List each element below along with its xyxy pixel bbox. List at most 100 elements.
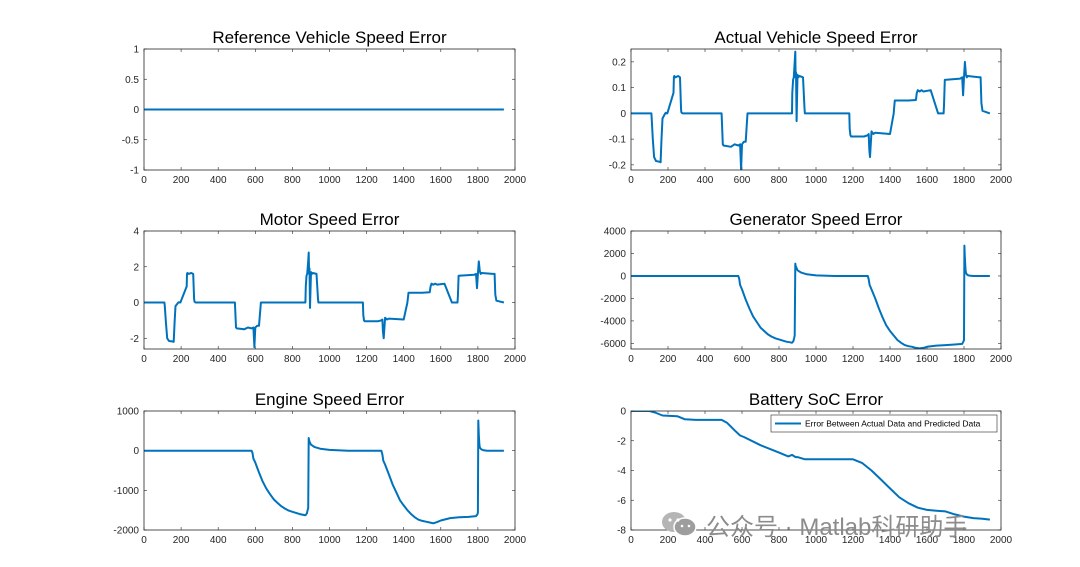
plot-area (631, 231, 1001, 349)
subplot-1: Reference Vehicle Speed Error 0 200 400 600 8… (122, 28, 527, 186)
y-tick-label: -0.2 (609, 160, 627, 171)
x-tick-label: 200 (660, 535, 677, 546)
series-line (631, 50, 991, 170)
x-tick-label: 1400 (879, 535, 902, 546)
x-tick-label: 800 (284, 175, 301, 186)
y-tick-label: 4 (133, 227, 139, 238)
x-tick-label: 1600 (430, 535, 453, 546)
x-tick-label: 2000 (504, 535, 527, 546)
y-tick-label: 4000 (604, 227, 627, 238)
x-tick-label: 400 (210, 175, 227, 186)
x-tick-label: 0 (141, 354, 147, 365)
y-tick-label: -2000 (113, 526, 139, 537)
wechat-icon (662, 512, 697, 537)
x-tick-label: 1200 (842, 354, 865, 365)
x-tick-label: 1400 (393, 354, 416, 365)
x-tick-label: 1800 (953, 535, 976, 546)
x-tick-label: 800 (771, 175, 788, 186)
x-tick-label: 1800 (467, 535, 490, 546)
series-line (631, 411, 991, 521)
y-tick-label: 0.2 (612, 57, 626, 68)
axes-box (630, 410, 1002, 531)
y-tick-label: -2000 (600, 294, 626, 305)
x-tick-label: 200 (173, 354, 190, 365)
x-tick-label: 800 (771, 535, 788, 546)
x-tick-label: 1000 (805, 535, 828, 546)
y-tick-label: -1000 (113, 486, 139, 497)
x-tick-label: 800 (771, 354, 788, 365)
x-tick-label: 200 (173, 175, 190, 186)
x-tick-label: 1000 (318, 535, 341, 546)
x-tick-label: 400 (697, 175, 714, 186)
x-tick-label: 1200 (355, 354, 378, 365)
axes-box (143, 48, 516, 171)
y-tick-label: 0 (133, 105, 139, 116)
subplot-5: Engine Speed Error 0 200 400 600 800 1000 1200 1… (113, 390, 526, 546)
y-tick-label: -0.1 (609, 135, 627, 146)
y-tick-label: 2000 (604, 249, 627, 260)
y-tick-label: 0.1 (612, 83, 626, 94)
axes-box (143, 410, 516, 531)
chart-title: Actual Vehicle Speed Error (714, 28, 918, 47)
legend: Error Between Actual Data and Predicted … (770, 414, 998, 433)
chart-title: Engine Speed Error (255, 390, 405, 409)
x-tick-label: 2000 (504, 175, 527, 186)
x-tick-label: 200 (660, 175, 677, 186)
y-tick-label: -4 (617, 466, 626, 477)
x-tick-label: 1600 (916, 354, 939, 365)
y-tick-label: -2 (617, 436, 626, 447)
x-tick-label: 2000 (504, 354, 527, 365)
y-tick-label: 1 (133, 45, 139, 56)
x-tick-label: 1400 (879, 175, 902, 186)
x-tick-label: 1000 (318, 354, 341, 365)
x-tick-label: 2000 (990, 535, 1013, 546)
x-tick-label: 1800 (953, 175, 976, 186)
y-tick-label: 0 (620, 271, 626, 282)
series-line (631, 244, 990, 349)
x-tick-label: 0 (141, 535, 147, 546)
x-tick-label: 0 (628, 535, 634, 546)
x-tick-label: 1800 (953, 354, 976, 365)
watermark-text: 公众号 · Matlab科研助手 (706, 513, 968, 541)
y-tick-label: -8 (617, 526, 626, 537)
subplot-6: Battery SoC Error 0 200 400 600 800 1000 1200 14… (617, 390, 1012, 546)
series-line (144, 251, 505, 349)
y-tick-label: 0.5 (125, 75, 139, 86)
chart-title: Battery SoC Error (749, 390, 883, 409)
watermark: 公众号 · Matlab科研助手 (660, 506, 967, 542)
x-tick-label: 1600 (430, 175, 453, 186)
subplot-4: Generator Speed Error 0 200 400 600 800 1000 12… (600, 210, 1012, 365)
y-tick-label: -1 (130, 166, 139, 177)
x-tick-label: 0 (628, 175, 634, 186)
axes-box (143, 230, 516, 350)
x-tick-label: 1800 (467, 175, 490, 186)
subplot-2: Actual Vehicle Speed Error 0 200 400 600 800 1… (609, 28, 1013, 186)
x-tick-label: 1600 (916, 535, 939, 546)
x-tick-label: 200 (173, 535, 190, 546)
x-tick-label: 600 (247, 535, 264, 546)
plot-area (144, 231, 515, 349)
axes-box (630, 230, 1002, 350)
x-tick-label: 2000 (990, 175, 1013, 186)
x-tick-label: 1000 (318, 175, 341, 186)
x-tick-label: 1200 (842, 175, 865, 186)
x-tick-label: 1400 (393, 535, 416, 546)
y-tick-label: -2 (130, 334, 139, 345)
x-tick-label: 1400 (879, 354, 902, 365)
y-tick-label: 0 (620, 407, 626, 418)
x-tick-label: 400 (210, 354, 227, 365)
y-tick-label: -0.5 (122, 135, 140, 146)
legend-box (770, 414, 998, 433)
x-tick-label: 2000 (990, 354, 1013, 365)
y-tick-label: -6 (617, 496, 626, 507)
chart-title: Reference Vehicle Speed Error (212, 28, 447, 47)
subplot-3: Motor Speed Error 0 200 400 600 800 1000 1200 14… (130, 210, 526, 365)
axes-box (630, 48, 1002, 171)
x-tick-label: 1400 (393, 175, 416, 186)
x-tick-label: 1600 (916, 175, 939, 186)
x-tick-label: 1200 (355, 535, 378, 546)
y-tick-label: 0 (133, 446, 139, 457)
x-tick-label: 600 (247, 175, 264, 186)
series-line (144, 419, 504, 525)
